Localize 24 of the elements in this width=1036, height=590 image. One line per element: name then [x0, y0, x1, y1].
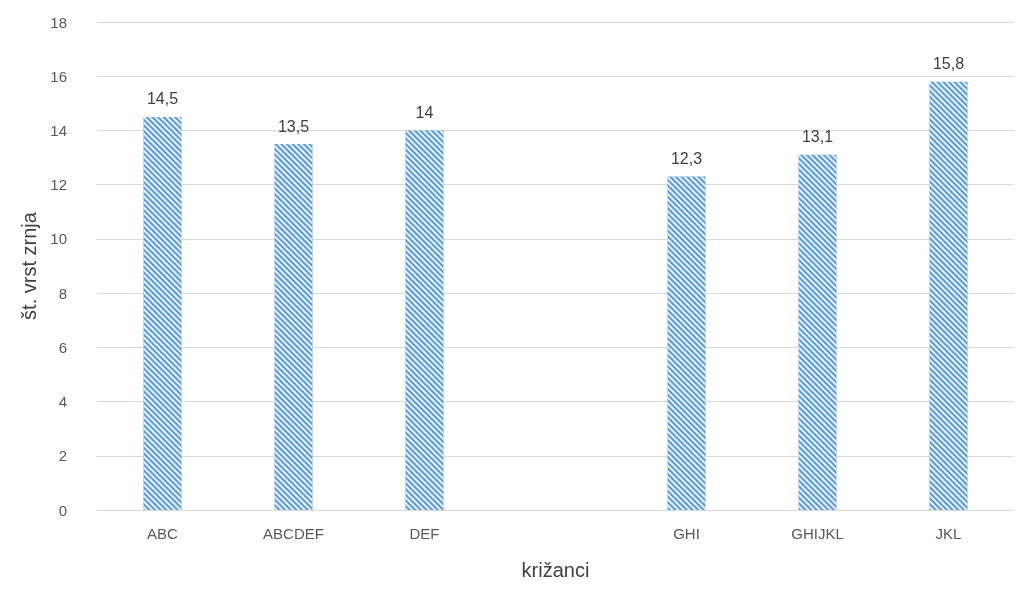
data-label: 13,1 — [801, 128, 834, 146]
y-tick-label: 12 — [50, 176, 67, 194]
x-tick-label: GHIJKL — [791, 525, 844, 542]
x-axis-title: križanci — [521, 559, 590, 581]
y-tick-label: 14 — [50, 121, 67, 139]
y-tick-label: 10 — [50, 230, 67, 248]
data-label: 14,5 — [146, 90, 179, 108]
data-label: 15,8 — [932, 55, 965, 73]
x-tick-label: ABCDEF — [263, 525, 324, 542]
x-tick-label: GHI — [673, 525, 700, 542]
y-tick-label: 6 — [58, 338, 67, 356]
data-label: 13,5 — [277, 117, 310, 135]
y-tick-label: 18 — [50, 13, 67, 31]
data-label: 14 — [415, 103, 434, 121]
x-tick-label: ABC — [147, 525, 179, 542]
x-tick-label: DEF — [409, 525, 440, 542]
y-tick-label: 8 — [58, 284, 67, 302]
y-tick-label: 16 — [50, 67, 67, 85]
y-tick-label: 2 — [58, 447, 67, 465]
y-tick-label: 4 — [58, 393, 67, 411]
x-tick-label: JKL — [935, 525, 962, 542]
y-tick-label: 0 — [58, 501, 67, 519]
data-label: 12,3 — [670, 150, 703, 168]
y-axis-title: št. vrst zrnja — [18, 211, 41, 320]
